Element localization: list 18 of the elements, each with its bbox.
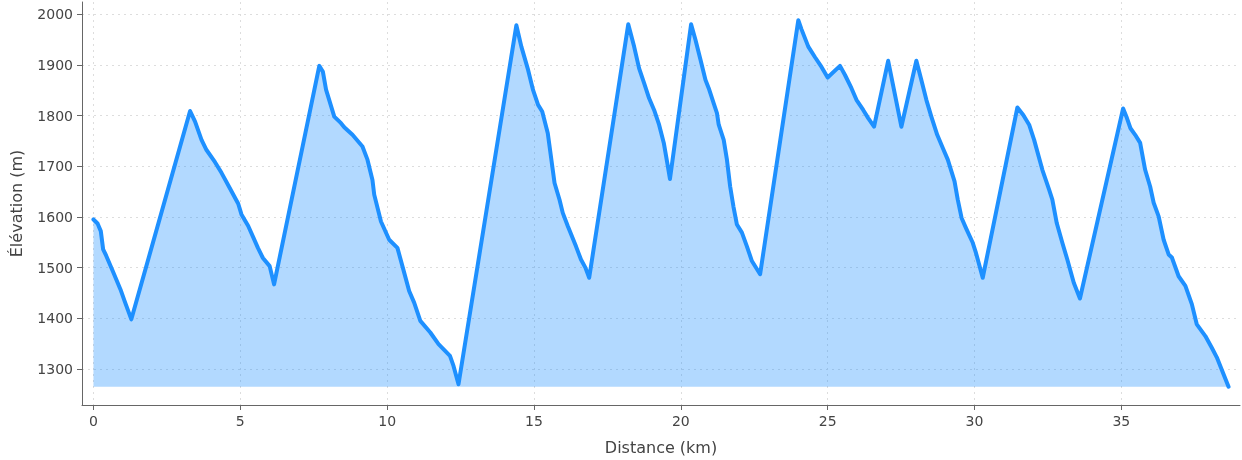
y-tick-label: 1800 <box>37 107 73 124</box>
x-tick-label: 35 <box>1112 413 1131 429</box>
y-tick-label: 1300 <box>37 361 73 378</box>
x-tick-label: 0 <box>88 413 98 429</box>
y-tick-label: 1500 <box>37 259 73 276</box>
y-tick-label: 2000 <box>37 6 73 23</box>
x-tick-label: 20 <box>671 413 690 429</box>
x-tick-label: 30 <box>965 413 984 429</box>
y-tick-label: 1700 <box>37 158 73 175</box>
y-tick-label: 1400 <box>37 310 73 327</box>
y-axis-title: Élévation (m) <box>6 149 26 258</box>
y-tick-label: 1600 <box>37 208 73 225</box>
x-tick-label: 25 <box>818 413 837 429</box>
y-tick-label: 1900 <box>37 56 73 73</box>
x-axis-title: Distance (km) <box>604 437 718 457</box>
x-tick-label: 10 <box>378 413 397 429</box>
x-tick-label: 15 <box>525 413 543 429</box>
x-tick-label: 5 <box>235 413 245 429</box>
